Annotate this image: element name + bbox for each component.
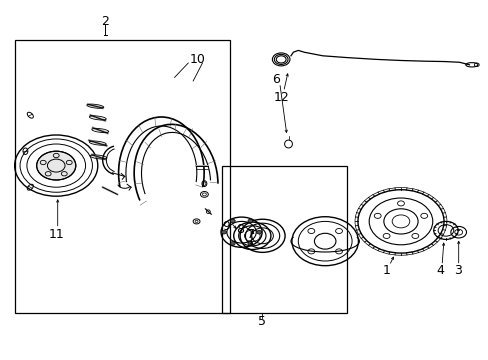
Circle shape xyxy=(256,230,261,234)
Circle shape xyxy=(247,219,252,223)
Text: 4: 4 xyxy=(435,264,443,277)
Text: 5: 5 xyxy=(257,315,265,328)
Text: 9: 9 xyxy=(222,220,230,233)
Circle shape xyxy=(221,230,226,234)
Text: 3: 3 xyxy=(453,264,461,277)
Text: 8: 8 xyxy=(236,223,244,236)
Bar xyxy=(222,166,346,313)
Text: 12: 12 xyxy=(273,91,288,104)
Bar xyxy=(15,40,229,313)
Circle shape xyxy=(230,219,235,223)
Text: 1: 1 xyxy=(382,264,389,277)
Text: 6: 6 xyxy=(272,73,280,86)
Circle shape xyxy=(230,242,235,245)
Text: 7: 7 xyxy=(247,228,255,240)
Text: 11: 11 xyxy=(48,228,64,241)
Text: 10: 10 xyxy=(190,53,205,66)
Circle shape xyxy=(37,151,76,180)
Text: 2: 2 xyxy=(101,15,109,28)
Circle shape xyxy=(247,242,252,245)
